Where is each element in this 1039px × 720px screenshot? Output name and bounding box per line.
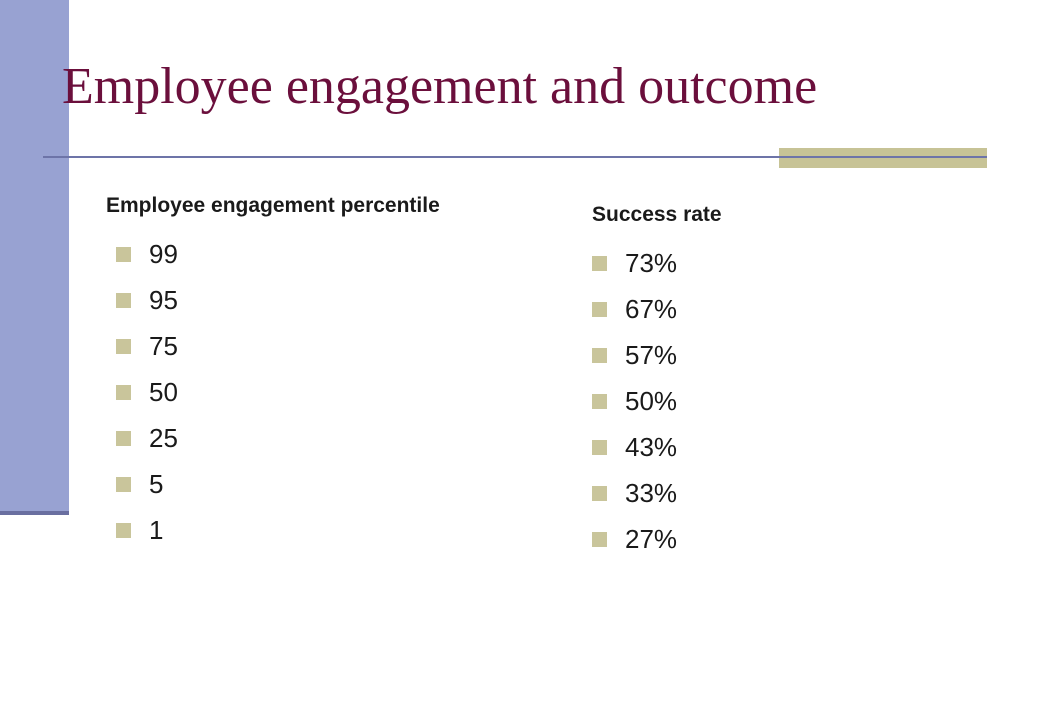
list-item: 50% (592, 378, 677, 424)
square-bullet-icon (116, 430, 131, 446)
list-item: 95 (116, 277, 178, 323)
list-item: 33% (592, 470, 677, 516)
square-bullet-icon (116, 292, 131, 308)
list-item-text: 99 (149, 238, 178, 269)
list-item-text: 1 (149, 514, 164, 545)
list-item-text: 75 (149, 330, 178, 361)
list-item-text: 67% (625, 293, 678, 324)
title-underline-accent-block (779, 148, 987, 168)
list-item-text: 33% (625, 477, 678, 508)
square-bullet-icon (592, 439, 607, 455)
list-item: 50 (116, 369, 178, 415)
list-item: 75 (116, 323, 178, 369)
engagement-percentile-list: 99 95 75 50 25 5 1 (116, 231, 178, 553)
list-item-text: 73% (625, 247, 678, 278)
list-item: 99 (116, 231, 178, 277)
list-item-text: 57% (625, 339, 678, 370)
list-item: 5 (116, 461, 178, 507)
list-item: 57% (592, 332, 677, 378)
list-item-text: 27% (625, 523, 678, 554)
list-item: 43% (592, 424, 677, 470)
success-rate-list: 73% 67% 57% 50% 43% 33% 27% (592, 240, 677, 562)
list-item-text: 25 (149, 422, 178, 453)
slide-title: Employee engagement and outcome (62, 58, 818, 115)
square-bullet-icon (592, 531, 607, 547)
square-bullet-icon (116, 522, 131, 538)
square-bullet-icon (116, 246, 131, 262)
list-item-text: 50 (149, 376, 178, 407)
title-underline (43, 156, 987, 158)
list-item-text: 50% (625, 385, 678, 416)
square-bullet-icon (116, 338, 131, 354)
square-bullet-icon (116, 476, 131, 492)
title-underline-accent-line (779, 156, 987, 158)
list-item-text: 5 (149, 468, 164, 499)
square-bullet-icon (592, 255, 607, 271)
square-bullet-icon (592, 485, 607, 501)
list-item: 27% (592, 516, 677, 562)
square-bullet-icon (592, 347, 607, 363)
left-accent-bar (0, 0, 69, 515)
list-item: 67% (592, 286, 677, 332)
list-item: 1 (116, 507, 178, 553)
list-item: 25 (116, 415, 178, 461)
square-bullet-icon (116, 384, 131, 400)
engagement-column-heading: Employee engagement percentile (106, 194, 440, 217)
success-rate-column-heading: Success rate (592, 203, 722, 226)
list-item-text: 43% (625, 431, 678, 462)
square-bullet-icon (592, 301, 607, 317)
list-item: 73% (592, 240, 677, 286)
list-item-text: 95 (149, 284, 178, 315)
square-bullet-icon (592, 393, 607, 409)
